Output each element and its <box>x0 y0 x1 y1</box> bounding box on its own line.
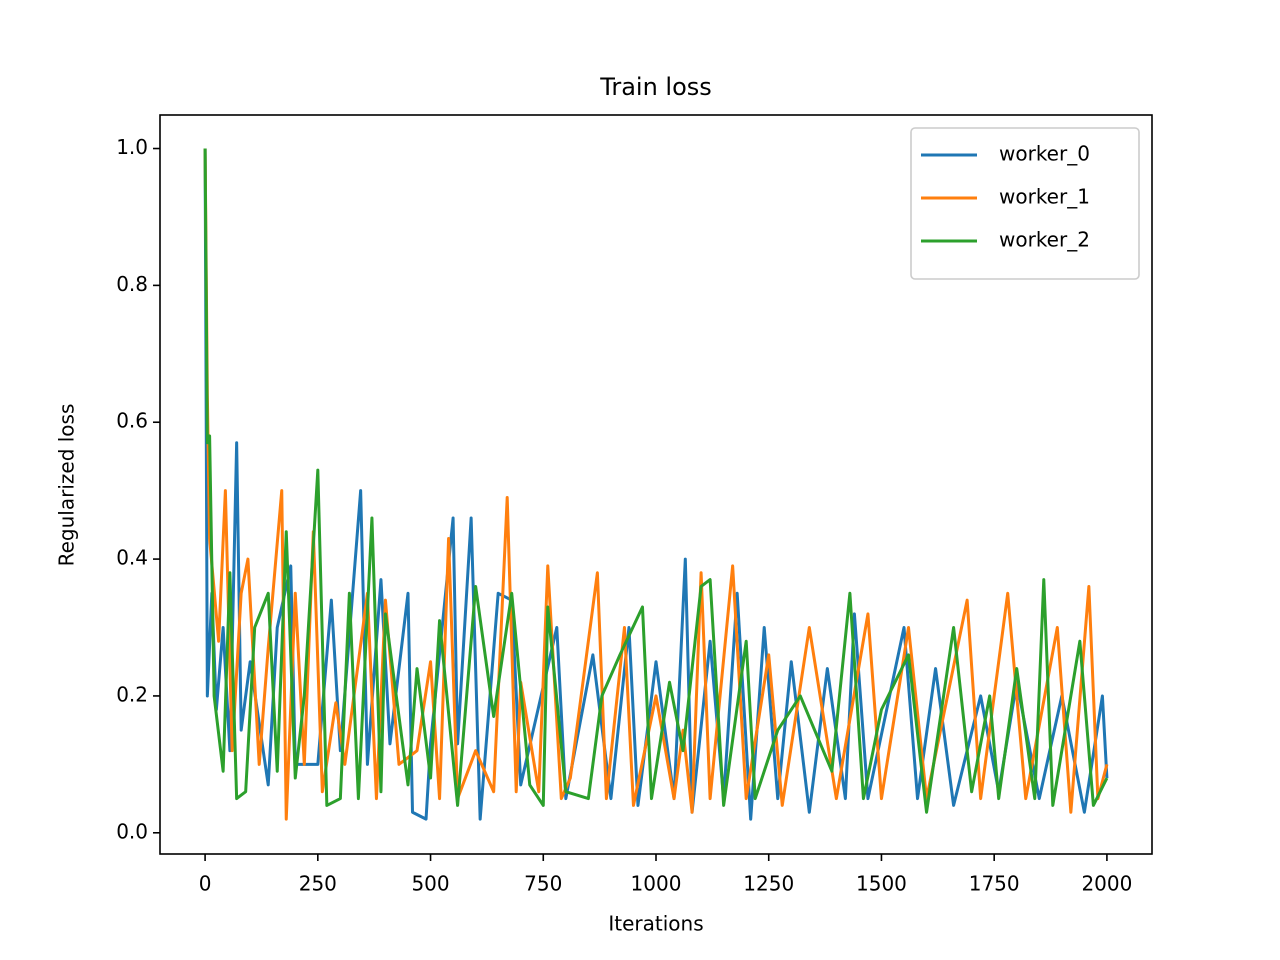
series-line <box>203 148 1109 821</box>
y-tick-label: 0.8 <box>116 272 148 296</box>
x-tick-label: 500 <box>411 872 449 896</box>
y-tick-label: 0.6 <box>116 409 148 433</box>
x-tick-label: 1250 <box>743 872 794 896</box>
y-tick-label: 0.4 <box>116 546 148 570</box>
y-axis-label: Regularized loss <box>55 404 79 567</box>
x-tick-label: 1500 <box>856 872 907 896</box>
y-tick-label: 1.0 <box>116 135 148 159</box>
series-line <box>203 148 1109 821</box>
y-tick-label: 0.0 <box>116 819 148 843</box>
x-tick-label: 0 <box>199 872 212 896</box>
x-axis-label: Iterations <box>608 912 703 936</box>
x-tick-label: 750 <box>524 872 562 896</box>
legend-label: worker_2 <box>999 228 1090 252</box>
chart-title: Train loss <box>599 73 712 101</box>
x-tick-label: 2000 <box>1081 872 1132 896</box>
x-tick-label: 1750 <box>969 872 1020 896</box>
plot-frame <box>159 114 1153 855</box>
legend-label: worker_0 <box>999 142 1090 166</box>
y-tick-label: 0.2 <box>116 682 148 706</box>
x-tick-label: 1000 <box>631 872 682 896</box>
legend-label: worker_1 <box>999 185 1090 209</box>
series-line <box>203 148 1109 814</box>
x-tick-label: 250 <box>299 872 337 896</box>
